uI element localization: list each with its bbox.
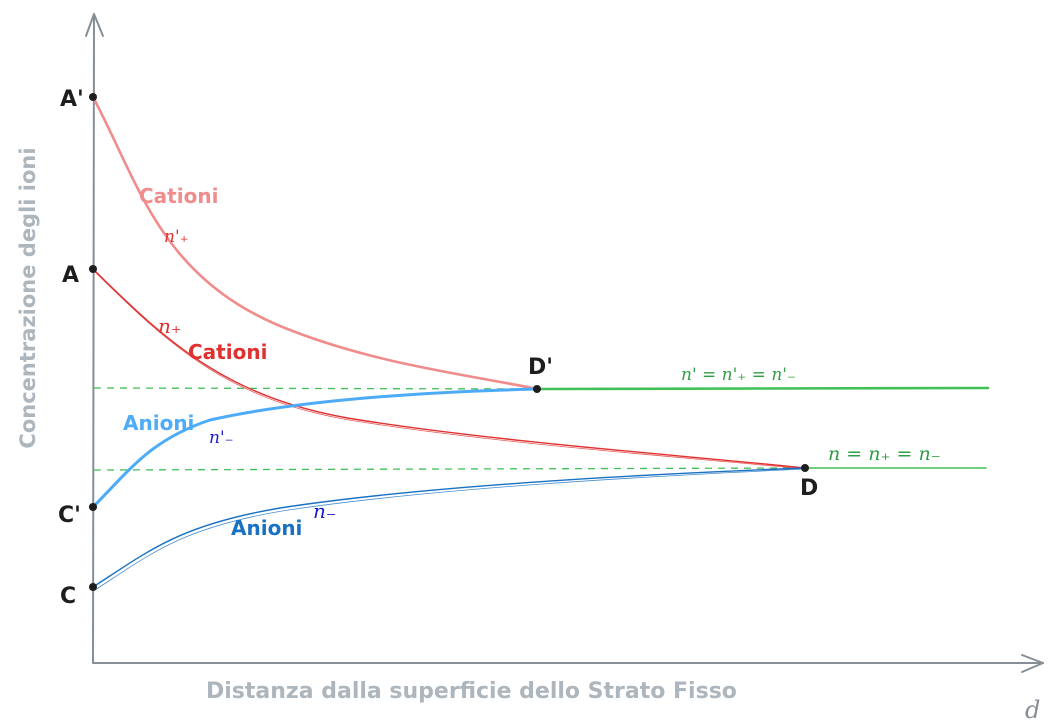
point-a-prime: [89, 93, 97, 101]
point-labels: A' A C' C D' D: [58, 87, 818, 609]
x-axis-symbol: d: [1025, 696, 1040, 724]
anion-curve-trace: [94, 468, 806, 591]
label-n-plus-prime: n'₊: [164, 227, 189, 247]
label-equilibrium-prime: n' = n'₊ = n'₋: [681, 365, 796, 385]
label-equilibrium: n = n₊ = n₋: [828, 443, 941, 465]
point-d-prime: [533, 385, 541, 393]
cation-curve-trace: [94, 271, 806, 470]
label-cationi-upper: Cationi: [139, 184, 218, 208]
point-a: [89, 265, 97, 273]
x-axis-arrowhead: [1021, 654, 1044, 673]
anion-curves: [91, 387, 806, 591]
point-c-prime: [89, 503, 97, 511]
points: [89, 93, 809, 591]
cation-curve: [92, 268, 806, 469]
label-n-plus: n₊: [158, 314, 181, 338]
equilibrium-line-prime: [535, 386, 990, 391]
label-d: D: [800, 476, 818, 501]
y-axis-label: Concentrazione degli ioni: [16, 147, 40, 448]
label-n-minus-prime: n'₋: [209, 428, 234, 448]
label-anioni-lower: Anioni: [231, 516, 302, 540]
label-anioni-upper: Anioni: [123, 411, 194, 435]
label-c-prime: C': [58, 503, 81, 528]
x-axis-label: Distanza dalla superficie dello Strato F…: [206, 679, 737, 704]
y-axis-arrowhead: [85, 13, 104, 37]
cation-curves: [91, 95, 806, 470]
equilibrium-lines: [535, 386, 990, 469]
label-d-prime: D': [528, 355, 553, 380]
label-a-prime: A': [60, 87, 84, 112]
anion-curve: [92, 467, 806, 588]
dashed-guides: [93, 387, 806, 471]
point-d: [801, 464, 809, 472]
dashed-guide-upper: [93, 387, 538, 390]
label-a: A: [62, 263, 79, 288]
anion-prime-curve: [91, 387, 539, 509]
label-c: C: [60, 584, 76, 609]
point-c: [89, 583, 97, 591]
cation-prime-curve: [91, 95, 539, 391]
y-axis-line: [92, 13, 95, 664]
label-cationi-lower: Cationi: [188, 340, 267, 364]
label-n-minus: n₋: [313, 499, 336, 523]
axes: [85, 13, 1044, 673]
dashed-guide-lower: [93, 467, 806, 471]
